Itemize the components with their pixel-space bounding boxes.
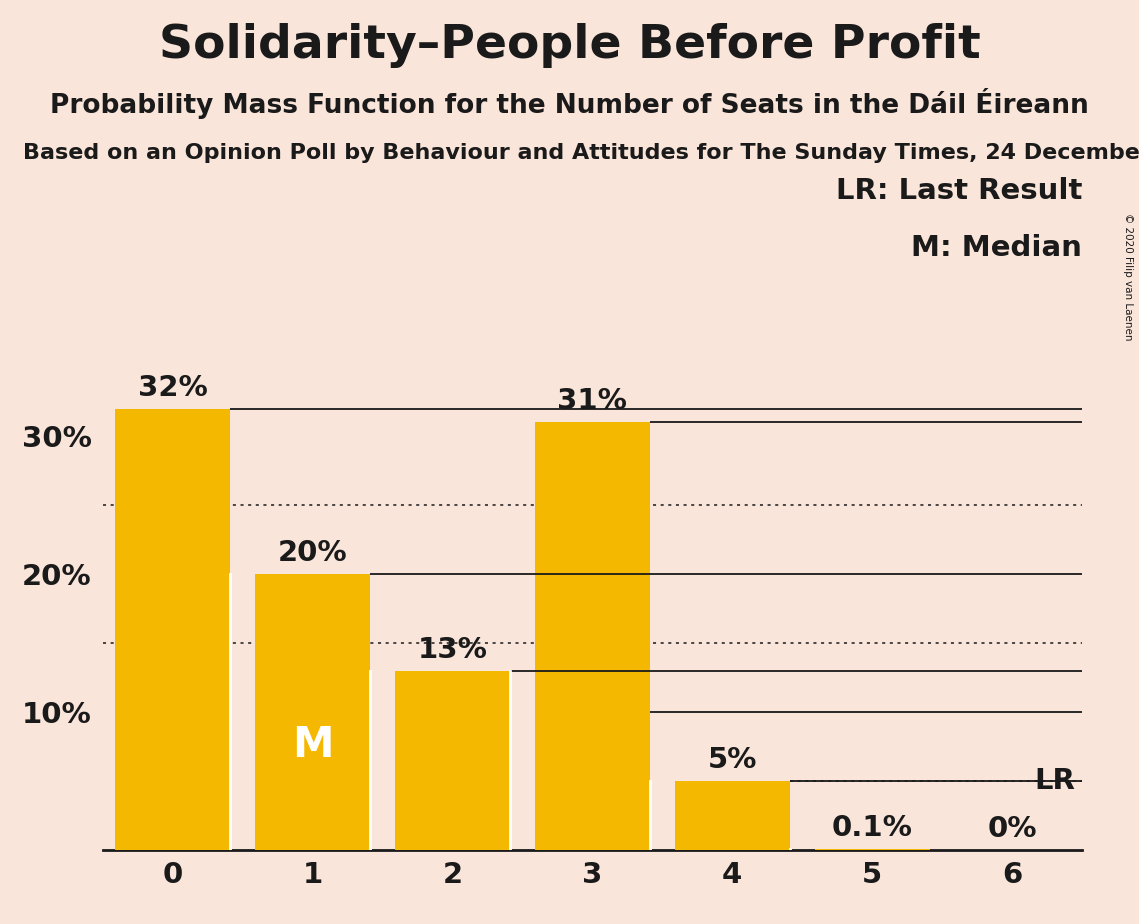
Bar <box>395 671 510 850</box>
Text: © 2020 Filip van Laenen: © 2020 Filip van Laenen <box>1123 213 1133 341</box>
Bar <box>535 422 649 850</box>
Text: 0%: 0% <box>988 815 1036 844</box>
Text: LR: LR <box>1034 767 1075 795</box>
Text: Solidarity–People Before Profit: Solidarity–People Before Profit <box>158 23 981 68</box>
Bar <box>814 849 929 850</box>
Bar <box>674 781 789 850</box>
Text: M: M <box>292 724 334 766</box>
Text: 5%: 5% <box>707 747 757 774</box>
Text: 31%: 31% <box>557 387 628 416</box>
Text: LR: Last Result: LR: Last Result <box>836 177 1082 205</box>
Text: 20%: 20% <box>278 540 347 567</box>
Text: 32%: 32% <box>138 373 207 402</box>
Bar <box>255 574 370 850</box>
Text: Probability Mass Function for the Number of Seats in the Dáil Éireann: Probability Mass Function for the Number… <box>50 88 1089 119</box>
Bar <box>115 408 230 850</box>
Text: M: Median: M: Median <box>911 235 1082 262</box>
Text: 13%: 13% <box>417 636 487 663</box>
Text: 0.1%: 0.1% <box>831 814 912 842</box>
Text: Based on an Opinion Poll by Behaviour and Attitudes for The Sunday Times, 24 Dec: Based on an Opinion Poll by Behaviour an… <box>23 143 1139 164</box>
